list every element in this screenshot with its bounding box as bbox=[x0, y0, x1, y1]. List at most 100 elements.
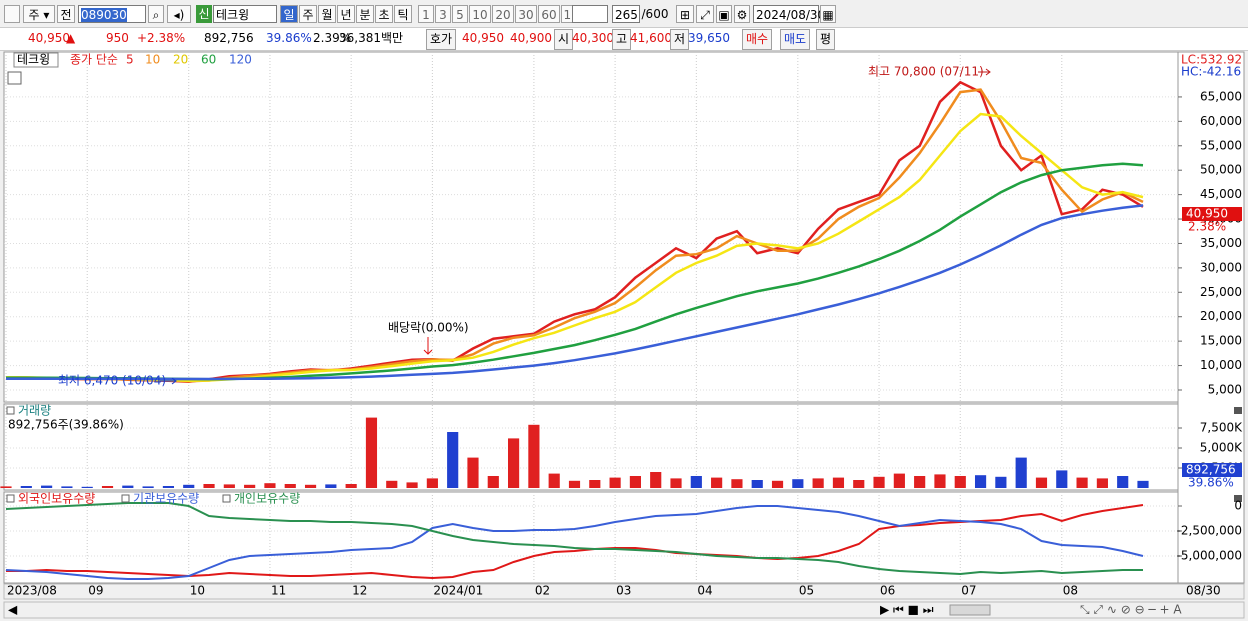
x-tick-label: 10 bbox=[190, 584, 205, 598]
volume-bar bbox=[751, 480, 763, 488]
y-tick-label: 60,000 bbox=[1200, 114, 1242, 128]
y-tick-label: 20,000 bbox=[1200, 309, 1242, 323]
close-icon[interactable] bbox=[1234, 495, 1242, 502]
sound-button[interactable]: ◂) bbox=[167, 5, 191, 23]
y-tick-label: 15,000 bbox=[1200, 334, 1242, 348]
tool-button[interactable]: ⊞ bbox=[676, 5, 694, 23]
calendar-button[interactable]: ▦ bbox=[820, 5, 836, 23]
volume-bar bbox=[1096, 478, 1108, 488]
period-button[interactable]: 초 bbox=[375, 5, 393, 23]
date-input[interactable]: 2024/08/30 bbox=[753, 5, 825, 23]
price-panel bbox=[3, 51, 1179, 403]
interval-button[interactable]: 30 bbox=[515, 5, 537, 23]
volume-bar bbox=[142, 486, 154, 488]
high: 41,600 bbox=[630, 31, 672, 45]
volume-bar bbox=[122, 485, 134, 488]
volume-bar bbox=[1056, 470, 1068, 488]
price: 40,950 bbox=[28, 31, 70, 45]
legend-entry: 외국인보유수량 bbox=[18, 492, 95, 506]
scroll-left[interactable]: ◀ bbox=[8, 603, 18, 617]
scrollbar[interactable] bbox=[3, 601, 1245, 619]
interval-select[interactable] bbox=[572, 5, 608, 23]
search-button[interactable]: ⌕ bbox=[148, 5, 164, 23]
volume-bar bbox=[0, 486, 12, 488]
interval-button[interactable]: 60 bbox=[538, 5, 560, 23]
sell-button[interactable]: 매도 bbox=[780, 29, 811, 50]
tool-button[interactable]: ⤢ bbox=[696, 5, 714, 23]
volume-bar bbox=[20, 486, 32, 488]
period-button[interactable]: 틱 bbox=[394, 5, 412, 23]
legend-icon bbox=[6, 406, 15, 415]
save-button[interactable]: ▣ bbox=[716, 5, 732, 23]
x-tick-label: 03 bbox=[616, 584, 631, 598]
code-input[interactable]: 089030 bbox=[78, 5, 146, 23]
count-input[interactable]: 265 bbox=[612, 5, 640, 23]
value-label: 892,756 bbox=[1186, 463, 1236, 477]
market-select[interactable]: 주 ▾ bbox=[23, 5, 55, 23]
tool-icons[interactable]: ⤡ ⤢ ∿ ⊘ ⊖ ─ + A bbox=[1080, 603, 1182, 617]
interval-button[interactable]: 5 bbox=[452, 5, 468, 23]
close-icon[interactable] bbox=[1234, 407, 1242, 414]
annotation-arrow bbox=[978, 68, 991, 76]
volume-bar bbox=[771, 480, 784, 488]
date-axis bbox=[3, 583, 1245, 600]
volume-bar bbox=[244, 484, 256, 488]
volume-bar bbox=[1076, 477, 1088, 488]
name-input[interactable]: 테크윙 bbox=[213, 5, 277, 23]
x-tick-label: 08 bbox=[1063, 584, 1078, 598]
y-tick-label: 5,000 bbox=[1208, 382, 1242, 396]
tag: 신 bbox=[196, 5, 212, 23]
volume-bar bbox=[528, 424, 540, 488]
interval-button[interactable]: 1 bbox=[418, 5, 434, 23]
volume-bar bbox=[914, 476, 926, 488]
x-tick-label: 12 bbox=[352, 584, 367, 598]
period-button[interactable]: 년 bbox=[337, 5, 355, 23]
ratio-label: 39.86% bbox=[1188, 476, 1234, 490]
legend-entry: 120 bbox=[229, 53, 252, 67]
volume-bar bbox=[101, 486, 114, 488]
volume-bar bbox=[609, 477, 621, 488]
volume-bar bbox=[650, 472, 662, 488]
y-tick-label: 45,000 bbox=[1200, 187, 1242, 201]
interval-button[interactable]: 10 bbox=[469, 5, 491, 23]
series-line bbox=[6, 504, 1144, 580]
legend-entry: 60 bbox=[201, 53, 216, 67]
interval-button[interactable]: 20 bbox=[492, 5, 514, 23]
volume-bar bbox=[670, 478, 682, 488]
buy-button[interactable]: 매수 bbox=[742, 29, 773, 50]
arrow: ▲ bbox=[66, 31, 76, 45]
menu-icon[interactable] bbox=[4, 5, 20, 23]
y-tick-label: 30,000 bbox=[1200, 260, 1242, 274]
open: 40,300 bbox=[572, 31, 614, 45]
period-button[interactable]: 일 bbox=[280, 5, 298, 23]
volume-bar bbox=[974, 475, 987, 488]
volume-bar bbox=[1117, 476, 1129, 488]
legend-entry: 20 bbox=[173, 53, 188, 67]
avg-button[interactable]: 평 bbox=[816, 29, 836, 50]
code: 089030 bbox=[81, 8, 127, 22]
volume-bar bbox=[568, 480, 581, 488]
scroll-thumb[interactable] bbox=[949, 604, 991, 616]
annotation: 최고 70,800 (07/11) bbox=[868, 65, 984, 79]
low: 39,650 bbox=[688, 31, 730, 45]
volume-bar bbox=[995, 476, 1007, 488]
volume-bar bbox=[711, 477, 723, 488]
period-button[interactable]: 월 bbox=[318, 5, 336, 23]
volume-bar bbox=[223, 484, 235, 488]
period-button[interactable]: 주 bbox=[299, 5, 317, 23]
volume-bar bbox=[467, 457, 479, 488]
x-tick-label: 07 bbox=[961, 584, 976, 598]
period-button[interactable]: 분 bbox=[356, 5, 374, 23]
volume-bar bbox=[447, 432, 459, 488]
hc-label: HC:-42.16 bbox=[1181, 65, 1241, 79]
volume-bar bbox=[853, 480, 865, 488]
interval-button[interactable]: 3 bbox=[435, 5, 451, 23]
volume-bar bbox=[61, 486, 73, 488]
prev-button[interactable]: 전 bbox=[57, 5, 75, 23]
settings-button[interactable]: ⚙ bbox=[734, 5, 750, 23]
legend-entry: 개인보유수량 bbox=[234, 492, 300, 506]
scroll-controls[interactable]: ▶ ⏮ ■ ⏭ bbox=[880, 603, 934, 617]
volume-bar bbox=[934, 474, 946, 488]
volume-bar bbox=[1035, 477, 1048, 488]
table-icon[interactable] bbox=[7, 71, 22, 85]
